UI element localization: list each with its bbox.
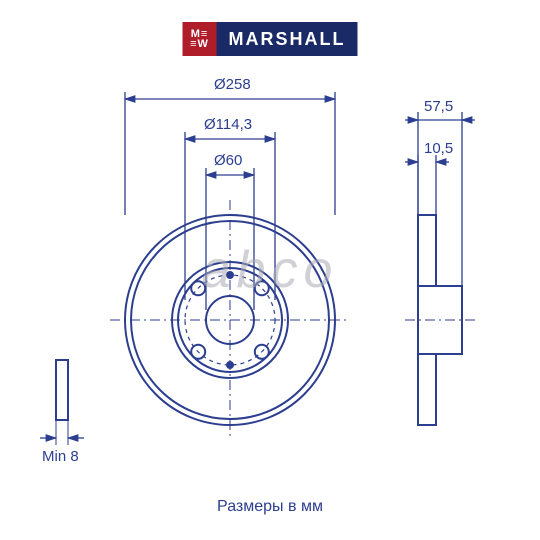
dim-w10: 10,5 (424, 140, 453, 157)
units-caption: Размеры в мм (217, 498, 323, 516)
dim-d114: Ø114,3 (204, 116, 252, 133)
dim-d258: Ø258 (214, 76, 251, 93)
technical-drawing (0, 0, 540, 540)
dim-w57: 57,5 (424, 98, 453, 115)
dim-d60: Ø60 (214, 152, 242, 169)
dim-min: Min 8 (42, 448, 79, 465)
